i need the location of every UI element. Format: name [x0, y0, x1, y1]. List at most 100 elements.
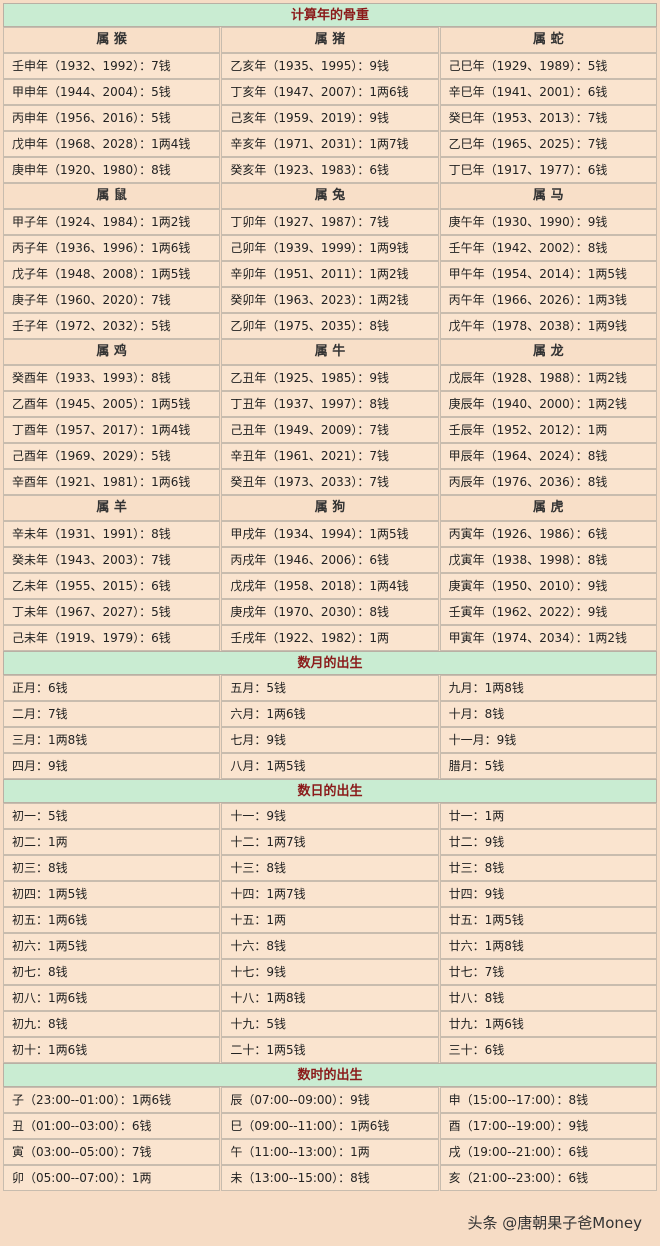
cell: 二十：1两5钱	[221, 1037, 439, 1063]
cell: 辛未年（1931、1991）：8钱	[3, 521, 221, 547]
cell: 戊申年（1968、2028）：1两4钱	[3, 131, 221, 157]
cell: 庚辰年（1940、2000）：1两2钱	[439, 391, 657, 417]
cell: 廿三：8钱	[439, 855, 657, 881]
cell: 丁卯年（1927、1987）：7钱	[221, 209, 439, 235]
zodiac-header: 属 兔	[221, 183, 439, 209]
cell-row: 初六：1两5钱 十六：8钱 廿六：1两8钱	[3, 933, 657, 959]
cell-row: 子（23:00--01:00）：1两6钱 辰（07:00--09:00）：9钱 申（…	[3, 1087, 657, 1113]
zodiac-header: 属 蛇	[439, 27, 657, 53]
cell-row: 卯（05:00--07:00）：1两 未（13:00--15:00）：8钱 亥（21…	[3, 1165, 657, 1191]
cell: 丙辰年（1976、2036）：8钱	[439, 469, 657, 495]
cell: 甲子年（1924、1984）：1两2钱	[3, 209, 221, 235]
cell: 廿二：9钱	[439, 829, 657, 855]
cell-row: 戊申年（1968、2028）：1两4钱 辛亥年（1971、2031）：1两7钱 乙巳…	[3, 131, 657, 157]
cell: 癸巳年（1953、2013）：7钱	[439, 105, 657, 131]
cell: 癸卯年（1963、2023）：1两2钱	[221, 287, 439, 313]
cell: 十六：8钱	[221, 933, 439, 959]
cell: 初十：1两6钱	[3, 1037, 221, 1063]
zodiac-header: 属 虎	[439, 495, 657, 521]
cell: 己巳年（1929、1989）：5钱	[439, 53, 657, 79]
cell-row: 丙子年（1936、1996）：1两6钱 己卯年（1939、1999）：1两9钱 壬午…	[3, 235, 657, 261]
zodiac-header: 属 羊	[3, 495, 221, 521]
cell: 廿九：1两6钱	[439, 1011, 657, 1037]
cell: 辰（07:00--09:00）：9钱	[221, 1087, 439, 1113]
cell: 癸丑年（1973、2033）：7钱	[221, 469, 439, 495]
cell: 酉（17:00--19:00）：9钱	[439, 1113, 657, 1139]
cell: 戊辰年（1928、1988）：1两2钱	[439, 365, 657, 391]
cell: 甲辰年（1964、2024）：8钱	[439, 443, 657, 469]
cell: 戌（19:00--21:00）：6钱	[439, 1139, 657, 1165]
cell: 廿八：8钱	[439, 985, 657, 1011]
header-row: 属 鸡属 牛属 龙	[3, 339, 657, 365]
cell: 戊戌年（1958、2018）：1两4钱	[221, 573, 439, 599]
cell-row: 丑（01:00--03:00）：6钱 巳（09:00--11:00）：1两6钱 酉（…	[3, 1113, 657, 1139]
cell: 初二：1两	[3, 829, 221, 855]
cell: 丙寅年（1926、1986）：6钱	[439, 521, 657, 547]
cell: 九月：1两8钱	[439, 675, 657, 701]
cell-row: 甲申年（1944、2004）：5钱 丁亥年（1947、2007）：1两6钱 辛巳年（…	[3, 79, 657, 105]
sheet: 计算年的骨重属 猴属 猪属 蛇壬申年（1932、1992）：7钱 乙亥年（1935…	[3, 3, 657, 1191]
zodiac-header: 属 鸡	[3, 339, 221, 365]
cell: 丙申年（1956、2016）：5钱	[3, 105, 221, 131]
cell: 腊月：5钱	[439, 753, 657, 779]
section-title: 计算年的骨重	[3, 3, 657, 27]
cell: 午（11:00--13:00）：1两	[221, 1139, 439, 1165]
cell-row: 壬子年（1972、2032）：5钱 乙卯年（1975、2035）：8钱 戊午年（19…	[3, 313, 657, 339]
cell: 己未年（1919、1979）：6钱	[3, 625, 221, 651]
cell: 子（23:00--01:00）：1两6钱	[3, 1087, 221, 1113]
cell: 初四：1两5钱	[3, 881, 221, 907]
cell-row: 庚子年（1960、2020）：7钱 癸卯年（1963、2023）：1两2钱 丙午年（…	[3, 287, 657, 313]
cell-row: 乙未年（1955、2015）：6钱 戊戌年（1958、2018）：1两4钱 庚寅年（…	[3, 573, 657, 599]
cell: 卯（05:00--07:00）：1两	[3, 1165, 221, 1191]
cell: 初五：1两6钱	[3, 907, 221, 933]
cell: 庚戌年（1970、2030）：8钱	[221, 599, 439, 625]
cell-row: 癸酉年（1933、1993）：8钱 乙丑年（1925、1985）：9钱 戊辰年（19…	[3, 365, 657, 391]
cell: 八月：1两5钱	[221, 753, 439, 779]
cell: 初七：8钱	[3, 959, 221, 985]
cell: 丙戌年（1946、2006）：6钱	[221, 547, 439, 573]
cell-row: 癸未年（1943、2003）：7钱 丙戌年（1946、2006）：6钱 戊寅年（19…	[3, 547, 657, 573]
cell: 乙酉年（1945、2005）：1两5钱	[3, 391, 221, 417]
cell-row: 辛酉年（1921、1981）：1两6钱 癸丑年（1973、2033）：7钱 丙辰年（…	[3, 469, 657, 495]
cell: 寅（03:00--05:00）：7钱	[3, 1139, 221, 1165]
cell: 戊子年（1948、2008）：1两5钱	[3, 261, 221, 287]
cell-row: 二月：7钱 六月：1两6钱 十月：8钱	[3, 701, 657, 727]
cell: 己亥年（1959、2019）：9钱	[221, 105, 439, 131]
cell: 己酉年（1969、2029）：5钱	[3, 443, 221, 469]
cell: 十八：1两8钱	[221, 985, 439, 1011]
cell: 十一月：9钱	[439, 727, 657, 753]
cell: 十月：8钱	[439, 701, 657, 727]
cell-row: 初八：1两6钱 十八：1两8钱 廿八：8钱	[3, 985, 657, 1011]
section-title: 数日的出生	[3, 779, 657, 803]
cell: 乙丑年（1925、1985）：9钱	[221, 365, 439, 391]
cell-row: 乙酉年（1945、2005）：1两5钱 丁丑年（1937、1997）：8钱 庚辰年（…	[3, 391, 657, 417]
cell-row: 初二：1两 十二：1两7钱 廿二：9钱	[3, 829, 657, 855]
cell: 七月：9钱	[221, 727, 439, 753]
cell: 十九：5钱	[221, 1011, 439, 1037]
header-row: 属 猴属 猪属 蛇	[3, 27, 657, 53]
cell: 廿六：1两8钱	[439, 933, 657, 959]
cell: 壬午年（1942、2002）：8钱	[439, 235, 657, 261]
cell: 甲戌年（1934、1994）：1两5钱	[221, 521, 439, 547]
cell: 十一：9钱	[221, 803, 439, 829]
cell: 初八：1两6钱	[3, 985, 221, 1011]
cell-row: 寅（03:00--05:00）：7钱 午（11:00--13:00）：1两 戌（19…	[3, 1139, 657, 1165]
cell: 三十：6钱	[439, 1037, 657, 1063]
cell: 癸酉年（1933、1993）：8钱	[3, 365, 221, 391]
cell: 辛丑年（1961、2021）：7钱	[221, 443, 439, 469]
cell-row: 初七：8钱 十七：9钱 廿七：7钱	[3, 959, 657, 985]
header-row: 属 鼠属 兔属 马	[3, 183, 657, 209]
cell: 十五：1两	[221, 907, 439, 933]
cell: 丑（01:00--03:00）：6钱	[3, 1113, 221, 1139]
cell: 十七：9钱	[221, 959, 439, 985]
cell: 正月：6钱	[3, 675, 221, 701]
cell: 甲申年（1944、2004）：5钱	[3, 79, 221, 105]
cell: 壬寅年（1962、2022）：9钱	[439, 599, 657, 625]
zodiac-header: 属 猪	[221, 27, 439, 53]
cell: 初三：8钱	[3, 855, 221, 881]
cell: 壬申年（1932、1992）：7钱	[3, 53, 221, 79]
cell-row: 初九：8钱 十九：5钱 廿九：1两6钱	[3, 1011, 657, 1037]
cell: 甲午年（1954、2014）：1两5钱	[439, 261, 657, 287]
cell: 廿七：7钱	[439, 959, 657, 985]
